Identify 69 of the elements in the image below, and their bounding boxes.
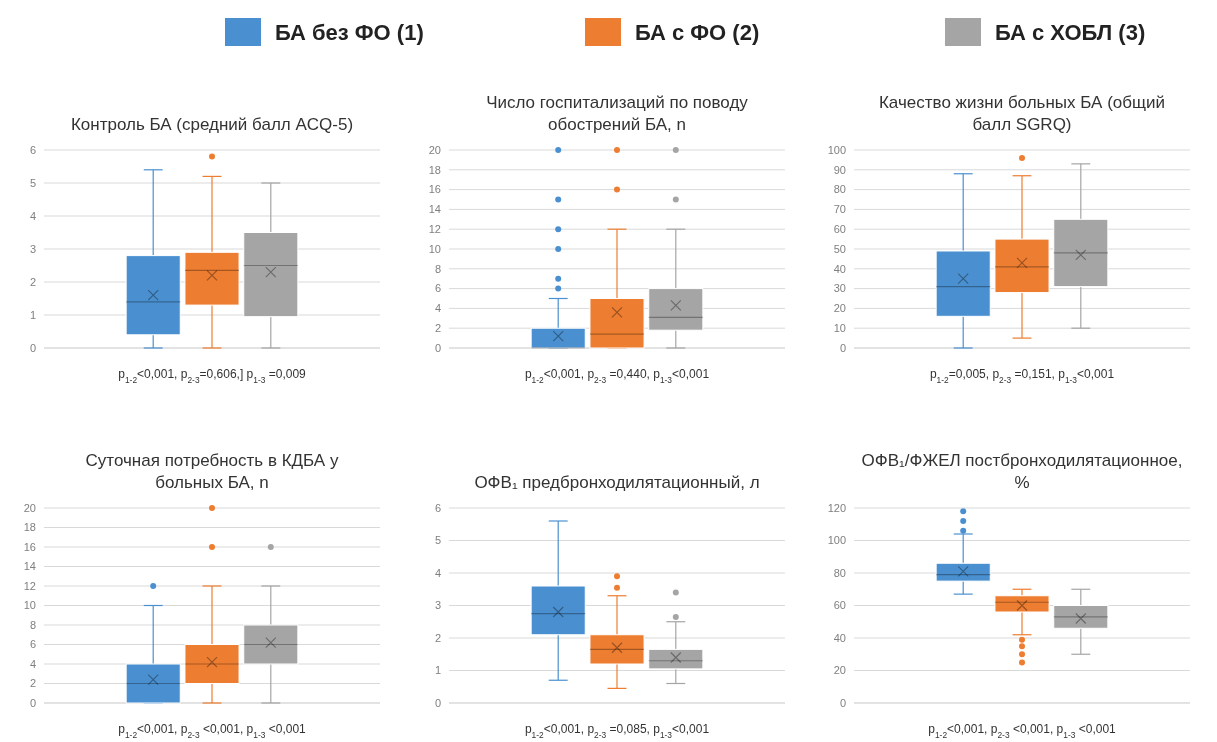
- chart-title: Число госпитализаций по поводу обострений БА, n: [486, 93, 748, 134]
- chart-title: Контроль БА (средний балл ACQ-5): [70, 115, 354, 134]
- y-tick-label: 14: [23, 560, 36, 573]
- text: p$_{1-2}$<0,001, p$_{2-3}$=0,606,] p$_{1-3}$ =0,009: [118, 367, 307, 385]
- y-tick-label: 6: [29, 143, 36, 156]
- y-tick-label: 8: [434, 262, 441, 275]
- y-tick-label: 20: [428, 143, 441, 156]
- y-tick-label: 40: [833, 262, 846, 275]
- chart-title: Суточная потребность в КДБА у больных БА, n: [85, 451, 339, 492]
- y-tick-label: 14: [428, 203, 441, 216]
- y-tick-label: 20: [833, 664, 846, 677]
- y-tick-label: 5: [434, 534, 441, 547]
- y-tick-label: 100: [827, 143, 846, 156]
- text: p$_{1-2}$=0,005, p$_{2-3}$ =0,151, p$_{1-3}$<0,001: [929, 367, 1115, 385]
- chart-title: Качество жизни больных БА (общий балл SGRQ): [878, 93, 1166, 134]
- y-tick-label: 6: [29, 638, 36, 651]
- y-tick-label: 10: [428, 242, 441, 255]
- y-tick-label: 4: [434, 566, 441, 579]
- y-tick-label: 0: [839, 696, 846, 709]
- y-tick-label: 2: [434, 631, 441, 644]
- legend-label: БА без ФО (1): [275, 19, 424, 45]
- y-tick-label: 80: [833, 566, 846, 579]
- y-tick-label: 16: [23, 540, 36, 553]
- y-tick-label: 18: [23, 521, 36, 534]
- y-tick-label: 120: [827, 501, 846, 514]
- chart-title: ОФВ₁ предбронходилятационный, л: [474, 473, 760, 492]
- y-tick-label: 6: [434, 282, 441, 295]
- y-tick-label: 10: [833, 322, 846, 335]
- y-tick-label: 20: [833, 302, 846, 315]
- y-tick-label: 0: [434, 696, 441, 709]
- chart-title: ОФВ₁/ФЖЕЛ постбронходилятационное, %: [861, 451, 1183, 492]
- y-tick-label: 12: [428, 223, 441, 236]
- y-tick-label: 70: [833, 203, 846, 216]
- y-tick-label: 90: [833, 163, 846, 176]
- y-tick-label: 0: [29, 341, 36, 354]
- y-tick-label: 1: [434, 664, 441, 677]
- y-tick-label: 4: [29, 209, 36, 222]
- y-tick-label: 2: [29, 275, 36, 288]
- y-tick-label: 20: [23, 501, 36, 514]
- y-tick-label: 2: [29, 677, 36, 690]
- text: p$_{1-2}$<0,001, p$_{2-3}$ <0,001, p$_{1-3}$ <0,001: [928, 722, 1117, 740]
- text: p$_{1-2}$<0,001, p$_{2-3}$ =0,440, p$_{1-3}$<0,001: [524, 367, 710, 385]
- y-tick-label: 12: [23, 579, 36, 592]
- y-tick-label: 4: [434, 302, 441, 315]
- text: p$_{1-2}$<0,001, p$_{2-3}$ <0,001, p$_{1-3}$ <0,001: [118, 722, 307, 740]
- y-tick-label: 3: [434, 599, 441, 612]
- y-tick-label: 0: [29, 696, 36, 709]
- y-tick-label: 8: [29, 618, 36, 631]
- y-tick-label: 3: [29, 242, 36, 255]
- y-tick-label: 6: [434, 501, 441, 514]
- y-tick-label: 40: [833, 631, 846, 644]
- y-tick-label: 100: [827, 534, 846, 547]
- y-tick-label: 80: [833, 183, 846, 196]
- y-tick-label: 60: [833, 599, 846, 612]
- y-tick-label: 0: [434, 341, 441, 354]
- y-tick-label: 30: [833, 282, 846, 295]
- y-tick-label: 0: [839, 341, 846, 354]
- legend-label: БА с ФО (2): [635, 19, 760, 45]
- y-tick-label: 18: [428, 163, 441, 176]
- text: p$_{1-2}$<0,001, p$_{2-3}$ =0,085, p$_{1-3}$<0,001: [524, 722, 710, 740]
- y-tick-label: 2: [434, 322, 441, 335]
- y-tick-label: 1: [29, 308, 36, 321]
- y-tick-label: 50: [833, 242, 846, 255]
- y-tick-label: 10: [23, 599, 36, 612]
- legend-label: БА с ХОБЛ (3): [995, 19, 1146, 45]
- y-tick-label: 16: [428, 183, 441, 196]
- y-tick-label: 4: [29, 657, 36, 670]
- y-tick-label: 5: [29, 176, 36, 189]
- y-tick-label: 60: [833, 223, 846, 236]
